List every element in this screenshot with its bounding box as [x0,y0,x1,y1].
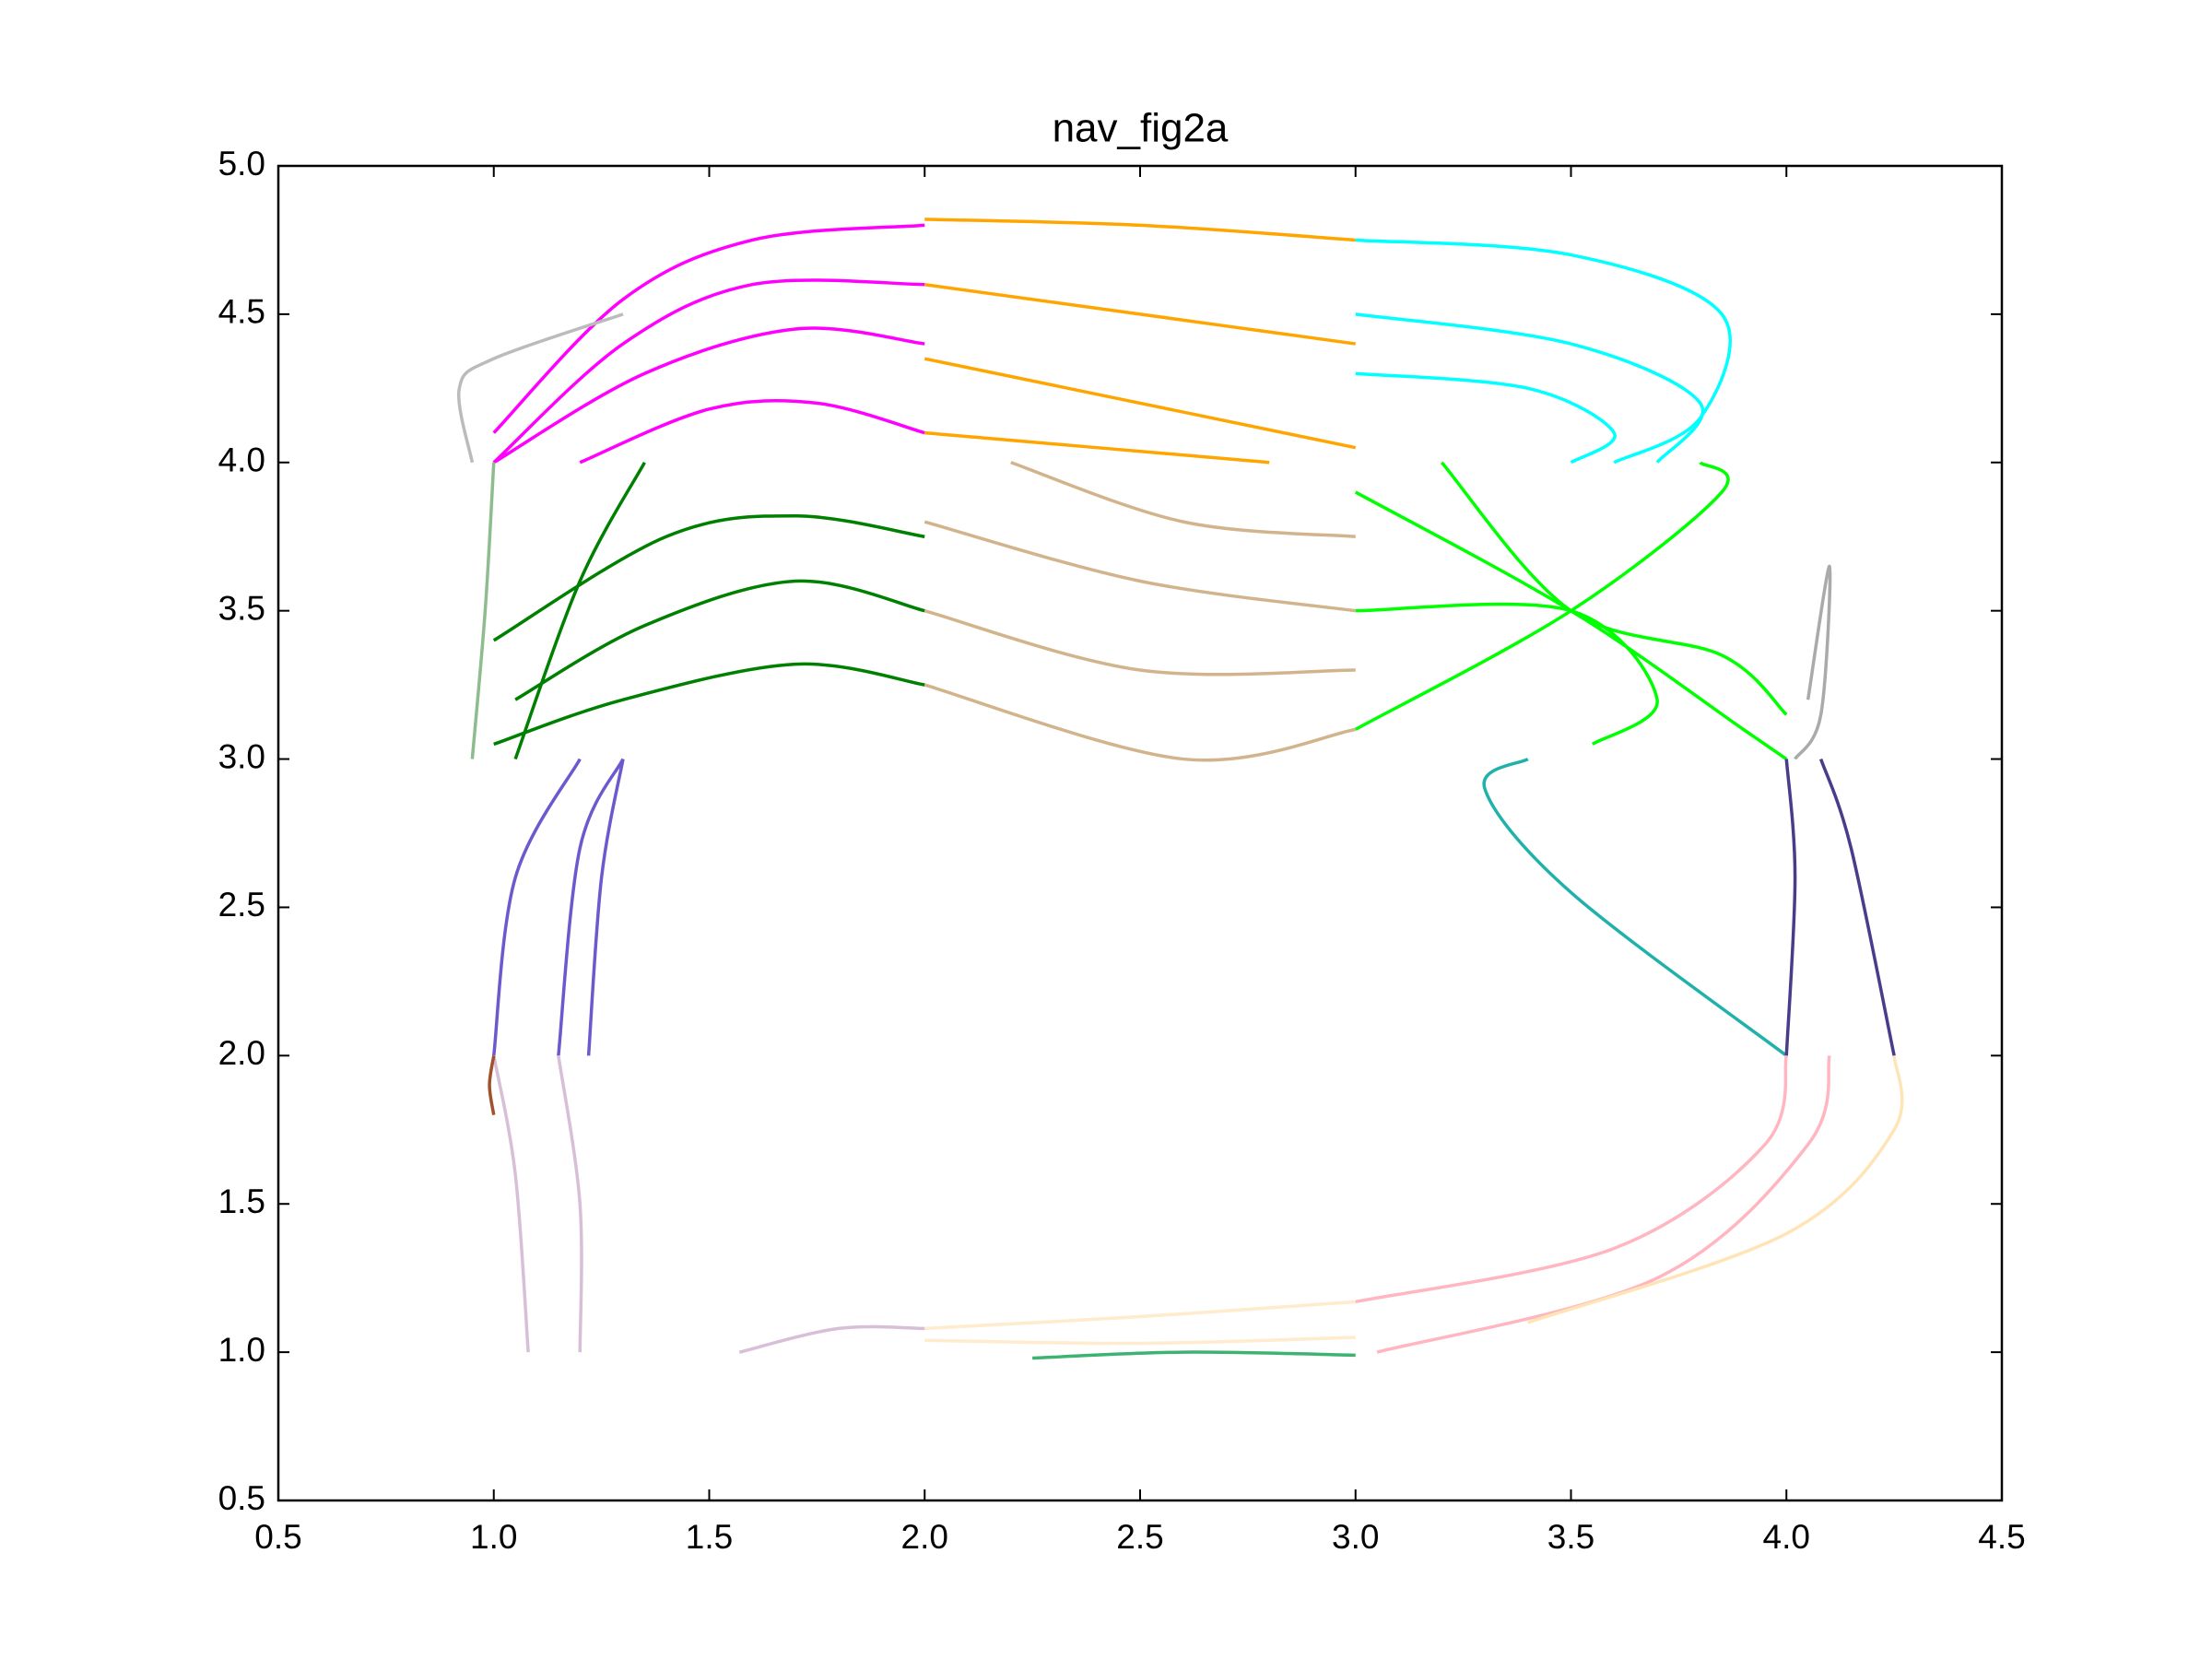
x-tick-label: 3.5 [1547,1518,1594,1556]
trajectory [924,430,1270,465]
y-tick-label: 3.0 [218,737,265,775]
y-tick-label: 2.0 [218,1034,265,1072]
trajectory [1355,602,1659,746]
trajectory [586,759,625,1056]
trajectory [557,1055,583,1353]
trajectory [470,462,496,759]
trajectory [1784,759,1797,1056]
trajectory [1355,1054,1788,1304]
y-tick-label: 1.5 [218,1182,265,1220]
trajectory [924,1335,1356,1346]
trajectory [1440,461,1788,716]
trajectory [492,758,582,1056]
trajectory [1794,564,1832,760]
trajectory [924,683,1357,762]
trajectory [1376,1054,1831,1354]
lines [456,218,1904,1360]
y-tick-label: 5.0 [218,145,265,182]
x-tick-label: 0.5 [254,1518,301,1556]
y-tick-label: 1.0 [218,1331,265,1369]
y-tick-label: 0.5 [218,1479,265,1517]
x-tick-label: 1.0 [470,1518,517,1556]
trajectory [924,282,1356,346]
trajectory [738,1324,925,1354]
y-tick-label: 2.5 [218,886,265,924]
trajectory [1032,1350,1356,1360]
x-tick-label: 4.0 [1763,1518,1810,1556]
trajectory [1355,238,1732,465]
trajectory [579,399,925,465]
x-tick-label: 4.5 [1978,1518,2025,1556]
trajectory [1354,490,1788,760]
trajectory [514,579,925,701]
trajectory [492,223,925,434]
trajectory [1482,757,1788,1057]
chart-title: nav_fig2a [1053,106,1229,151]
trajectory [924,608,1356,677]
trajectory [924,1300,1356,1331]
trajectory [492,1055,530,1353]
y-tick-label: 4.5 [218,293,265,331]
y-tick-label: 3.5 [218,589,265,627]
trajectory [492,513,925,642]
trajectory [924,218,1356,242]
trajectory [1010,461,1356,538]
trajectory [493,662,925,747]
trajectory [1355,371,1617,465]
x-tick-label: 1.5 [686,1518,733,1556]
trajectory [557,758,625,1056]
x-tick-label: 3.0 [1332,1518,1379,1556]
trajectory [513,461,646,760]
trajectory [1355,312,1705,464]
trajectory [924,357,1357,450]
y-tick-label: 4.0 [218,441,265,479]
x-tick-label: 2.5 [1116,1518,1163,1556]
trajectory [1527,1055,1904,1324]
trajectory [492,326,925,465]
trajectory [1818,758,1896,1056]
x-tick-label: 2.0 [901,1518,948,1556]
trajectory [1354,461,1730,731]
trajectory [456,312,624,464]
trajectory [488,1055,496,1115]
trajectory [924,520,1356,613]
trajectory [492,278,925,465]
